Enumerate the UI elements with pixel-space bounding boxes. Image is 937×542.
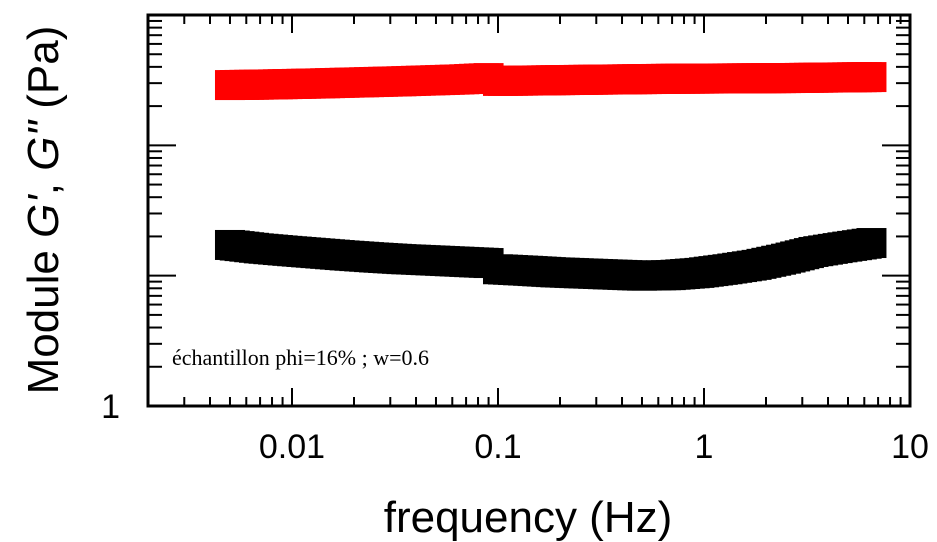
- y-tick-label: 1: [101, 388, 120, 426]
- x-axis-title: frequency (Hz): [384, 493, 673, 542]
- series-1: [214, 228, 887, 291]
- series-0: [214, 62, 887, 101]
- y-axis-title-part: (Pa): [19, 26, 68, 121]
- y-axis-title-part: ,: [19, 171, 68, 195]
- y-axis-title-part: Module: [19, 238, 68, 395]
- data-point: [856, 228, 887, 259]
- x-tick-label: 10: [891, 428, 929, 466]
- plot-frame: [146, 13, 912, 408]
- plot-marks: [214, 62, 887, 291]
- x-tick-label: 1: [695, 428, 714, 466]
- tick-labels: 0.01 0.1 1 10 1: [101, 388, 929, 466]
- x-tick-label: 0.01: [259, 428, 325, 466]
- x-tick-label: 0.1: [474, 428, 521, 466]
- ticks: [147, 15, 910, 407]
- y-axis-title-part: G": [19, 119, 68, 171]
- y-axis-title: Module G', G" (Pa): [19, 26, 68, 395]
- y-axis-title-part: G': [19, 194, 68, 238]
- data-point: [856, 62, 887, 93]
- annotation: échantillon phi=16% ; w=0.6: [172, 345, 429, 370]
